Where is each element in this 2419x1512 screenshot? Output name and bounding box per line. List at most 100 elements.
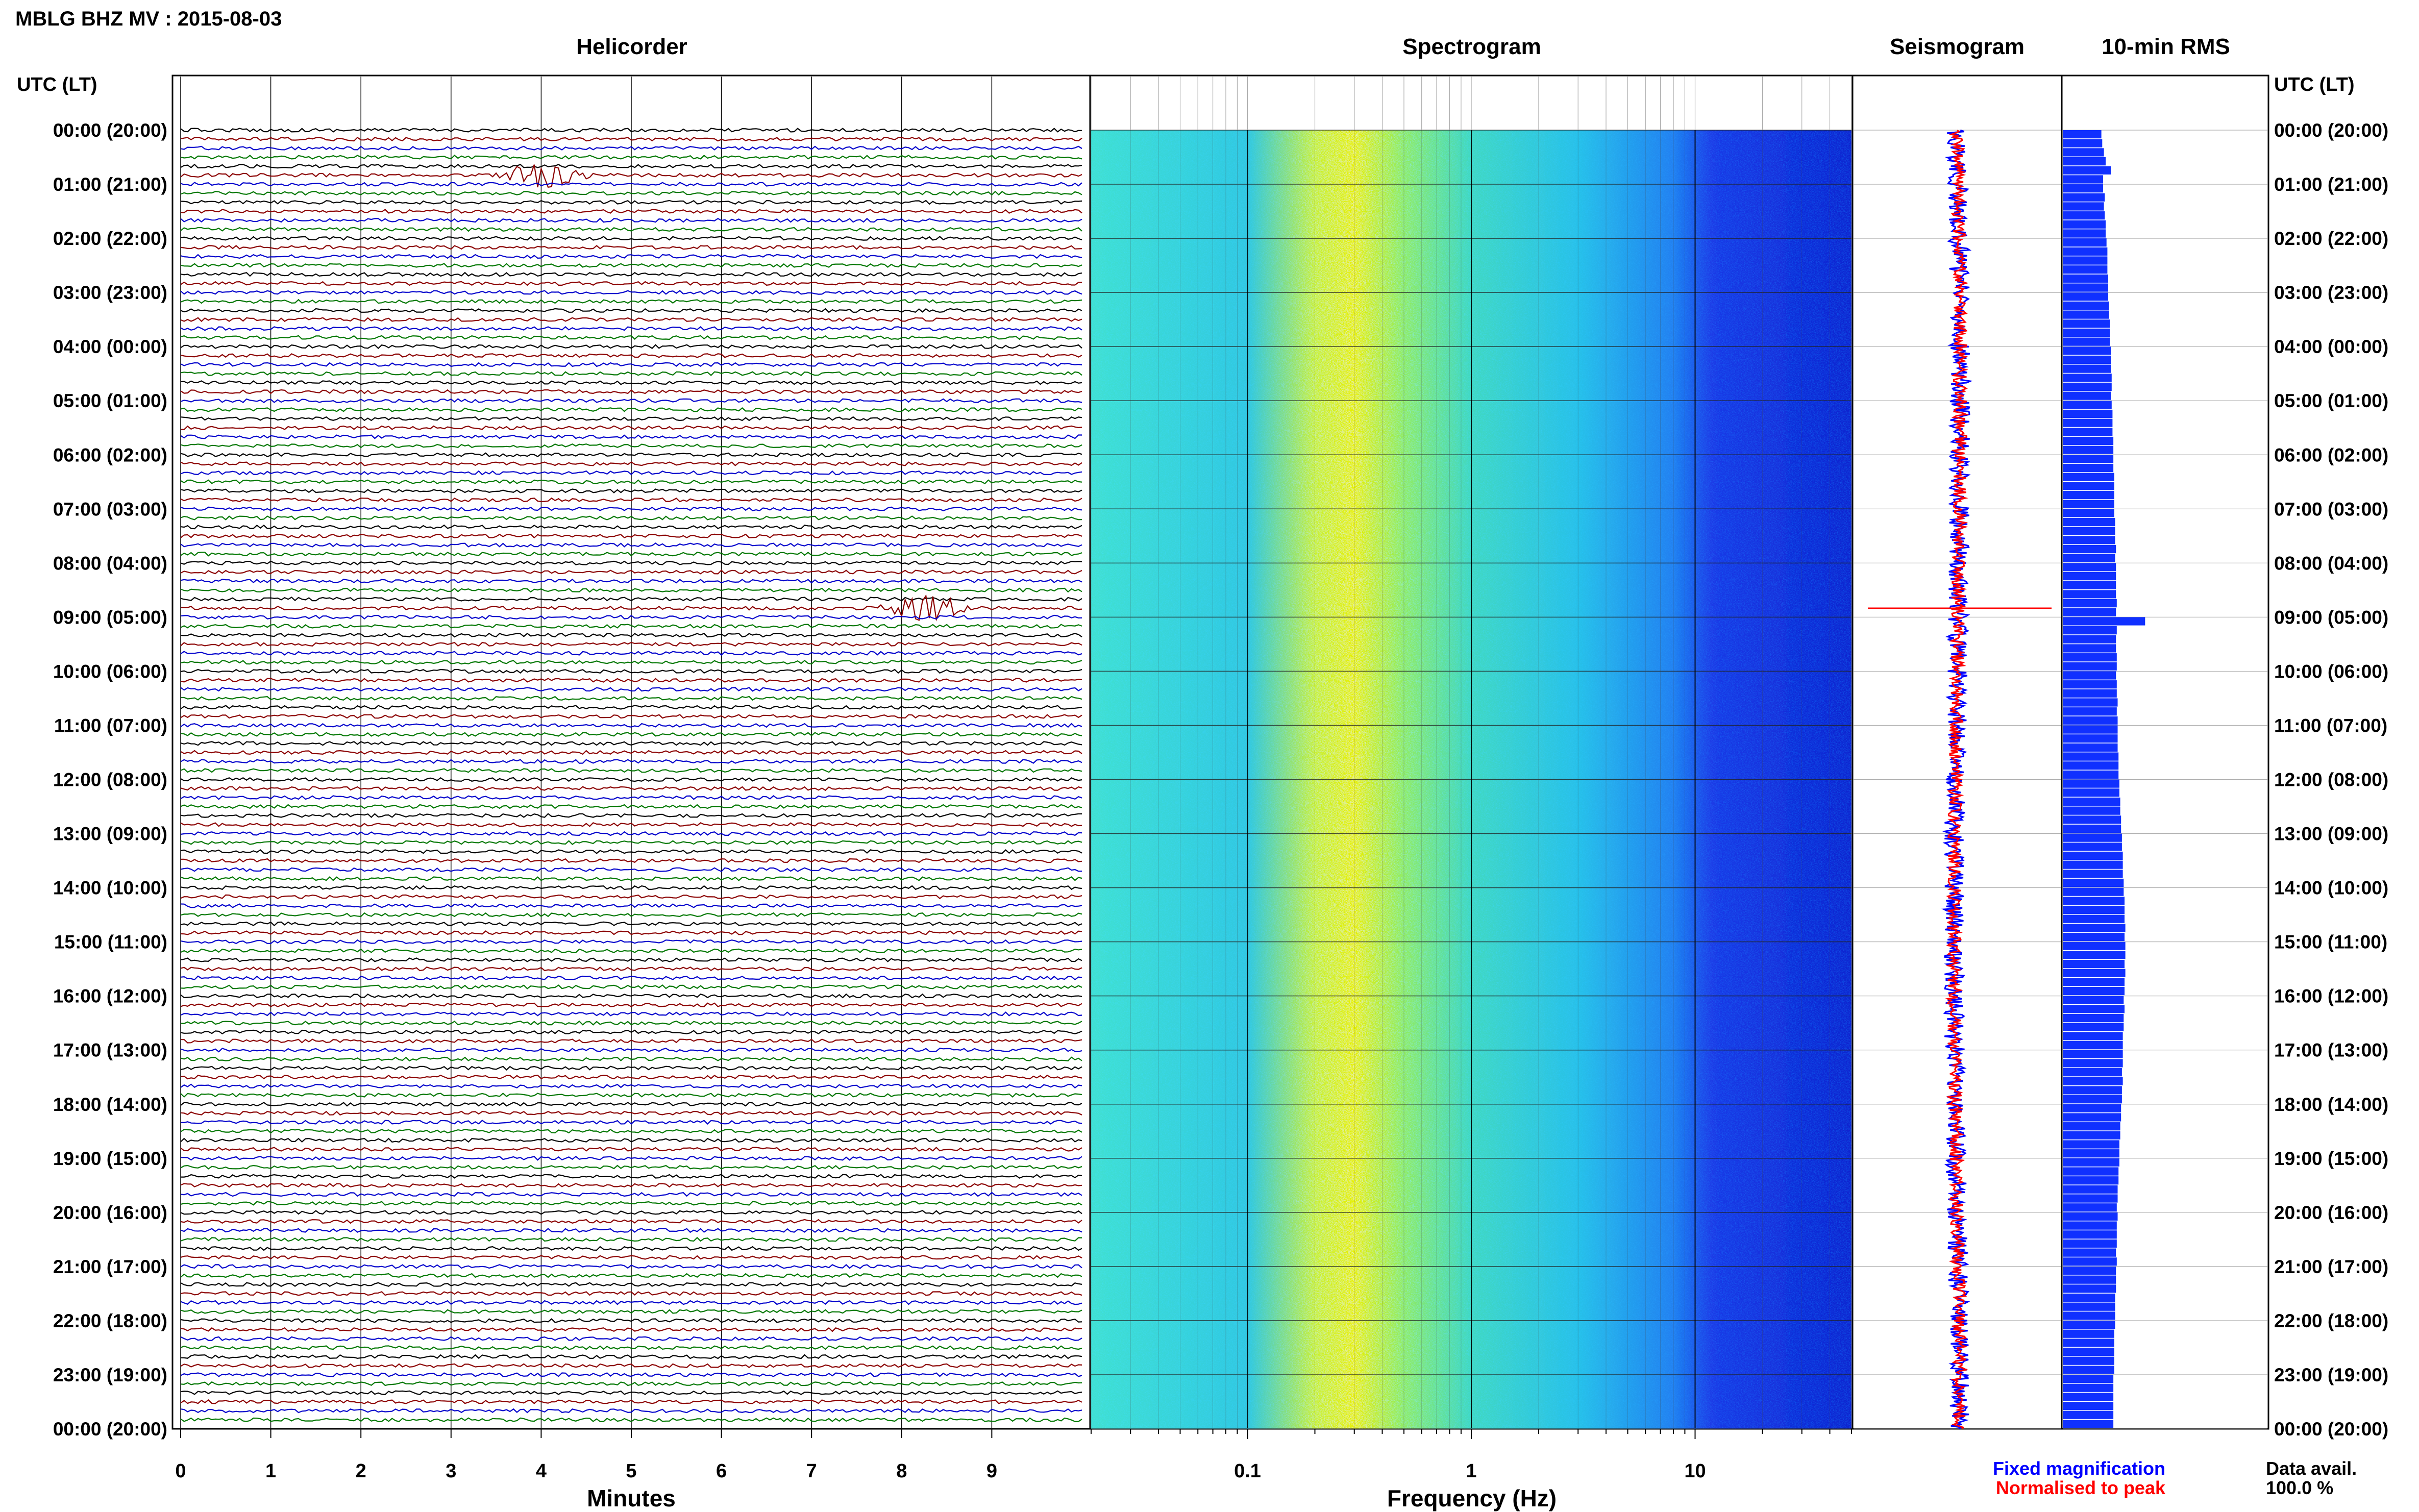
- helicorder-trace-row: [180, 1048, 1082, 1053]
- helicorder-trace-row: [180, 1300, 1082, 1305]
- helicorder-trace-row: [180, 1236, 1082, 1242]
- rms-bar: [2063, 482, 2114, 490]
- helicorder-trace-row: [180, 885, 1082, 890]
- rms-bar: [2063, 941, 2126, 950]
- rms-bar: [2063, 346, 2111, 355]
- rms-bar: [2063, 770, 2119, 779]
- helicorder-trace-row: [180, 1029, 1082, 1035]
- helicorder-trace-row: [180, 371, 1082, 377]
- helicorder-trace-row: [180, 434, 1082, 439]
- y-tick-label-left: 15:00 (11:00): [54, 932, 167, 953]
- rms-bar: [2063, 130, 2102, 139]
- helicorder-trace-row: [180, 840, 1082, 846]
- rms-bar: [2063, 175, 2103, 184]
- helicorder-trace-row: [180, 308, 1082, 313]
- helicorder-trace-row: [180, 1354, 1082, 1359]
- rms-bar: [2063, 301, 2109, 310]
- legend-normalised-to-peak: Normalised to peak: [1996, 1477, 2166, 1498]
- y-tick-label-right: 00:00 (20:00): [2274, 120, 2388, 141]
- helicorder-trace-row: [180, 687, 1082, 692]
- rms-bars: [2063, 130, 2145, 1428]
- rms-bar: [2063, 1366, 2114, 1374]
- rms-title: 10-min RMS: [2102, 34, 2230, 59]
- rms-bar: [2063, 1014, 2124, 1023]
- y-tick-label-right: 01:00 (21:00): [2274, 174, 2388, 195]
- rms-bar: [2063, 238, 2107, 247]
- helicorder-trace-row: [180, 759, 1082, 764]
- rms-bar: [2063, 761, 2119, 770]
- rms-bar: [2063, 229, 2106, 238]
- helicorder-trace-row: [180, 190, 1082, 196]
- spectrogram-xlabel: Frequency (Hz): [1387, 1485, 1557, 1511]
- rms-bar: [2063, 635, 2116, 643]
- helicorder-trace-row: [180, 696, 1082, 701]
- figure-title: MBLG BHZ MV : 2015-08-03: [15, 8, 282, 30]
- helicorder-trace-row: [180, 1056, 1082, 1062]
- rms-bar: [2063, 1248, 2116, 1257]
- rms-bar: [2063, 455, 2114, 463]
- helicorder-trace-row: [180, 822, 1082, 827]
- rms-bar: [2063, 870, 2123, 878]
- rms-bar: [2063, 1095, 2122, 1104]
- helicorder-trace-row: [180, 1246, 1082, 1251]
- helicorder-trace-row: [180, 1255, 1082, 1260]
- helicorder-trace-row: [180, 594, 1082, 622]
- helicorder-trace-row: [180, 930, 1082, 935]
- helicorder-trace-row: [180, 714, 1082, 719]
- y-tick-label-left: 13:00 (09:00): [53, 824, 167, 845]
- rms-bar: [2063, 256, 2108, 265]
- helicorder-trace-row: [180, 281, 1082, 286]
- rms-bar: [2063, 193, 2105, 202]
- minute-tick-label: 4: [536, 1460, 547, 1482]
- rms-bar: [2063, 1266, 2116, 1275]
- rms-bar: [2063, 698, 2118, 707]
- y-tick-label-left: 10:00 (06:00): [53, 661, 167, 682]
- rms-bar: [2063, 401, 2112, 409]
- y-tick-label-left: 20:00 (16:00): [53, 1202, 167, 1223]
- rms-bar: [2063, 517, 2115, 527]
- helicorder-trace-row: [180, 200, 1082, 205]
- rms-bar: [2063, 833, 2122, 842]
- helicorder-trace-row: [180, 1282, 1082, 1287]
- helicorder-trace-row: [180, 578, 1082, 584]
- helicorder-trace-row: [180, 335, 1082, 340]
- helicorder-trace-row: [180, 1219, 1082, 1224]
- seismogram-fixed-trace: [1941, 129, 1973, 1430]
- rms-bar: [2063, 1068, 2122, 1077]
- rms-bar: [2063, 1311, 2115, 1320]
- minute-tick-label: 5: [626, 1460, 636, 1482]
- rms-bar: [2063, 509, 2114, 517]
- minute-tick-label: 8: [896, 1460, 907, 1482]
- helicorder-trace-row: [180, 804, 1082, 809]
- helicorder-trace-row: [181, 1038, 1082, 1044]
- y-tick-label-left: 01:00 (21:00): [53, 174, 167, 195]
- rms-bar: [2063, 445, 2114, 454]
- rms-bar: [2063, 897, 2125, 905]
- rms-bar: [2063, 1230, 2117, 1239]
- helicorder-trace-row: [180, 948, 1082, 954]
- helicorder-panel: 0 1 2 3 4 5 6 7 8 9 Minutes: [171, 75, 1091, 1511]
- rms-bar: [2063, 653, 2117, 662]
- rms-bar: [2063, 842, 2122, 851]
- helicorder-trace-row: [180, 975, 1082, 981]
- helicorder-trace-row: [180, 849, 1082, 854]
- y-tick-label-left: 12:00 (08:00): [53, 770, 167, 790]
- rms-bar: [2063, 815, 2121, 824]
- helicorder-trace-row: [180, 668, 1082, 674]
- helicorder-trace-row: [180, 128, 1082, 133]
- spectrogram-grid: [1091, 77, 1852, 1429]
- y-tick-label-right: 23:00 (19:00): [2274, 1365, 2388, 1385]
- y-tick-label-right: 09:00 (05:00): [2274, 607, 2388, 628]
- y-tick-label-right: 19:00 (15:00): [2274, 1148, 2388, 1169]
- rms-bar: [2063, 581, 2116, 589]
- y-tick-labels-left: 00:00 (20:00) 01:00 (21:00) 02:00 (22:00) 0…: [53, 120, 167, 1440]
- data-availability-label: Data avail.: [2266, 1458, 2357, 1479]
- y-tick-label-right: 17:00 (13:00): [2274, 1040, 2388, 1061]
- spectrogram-panel: 0.1 1 10 Frequency (Hz): [1089, 75, 1854, 1511]
- helicorder-trace-row: [180, 470, 1082, 476]
- helicorder-trace-row: [180, 263, 1082, 268]
- y-tick-label-left: 14:00 (10:00): [53, 878, 167, 899]
- rms-bar: [2063, 148, 2104, 157]
- rms-bar: [2063, 626, 2117, 635]
- rms-bar: [2063, 905, 2125, 914]
